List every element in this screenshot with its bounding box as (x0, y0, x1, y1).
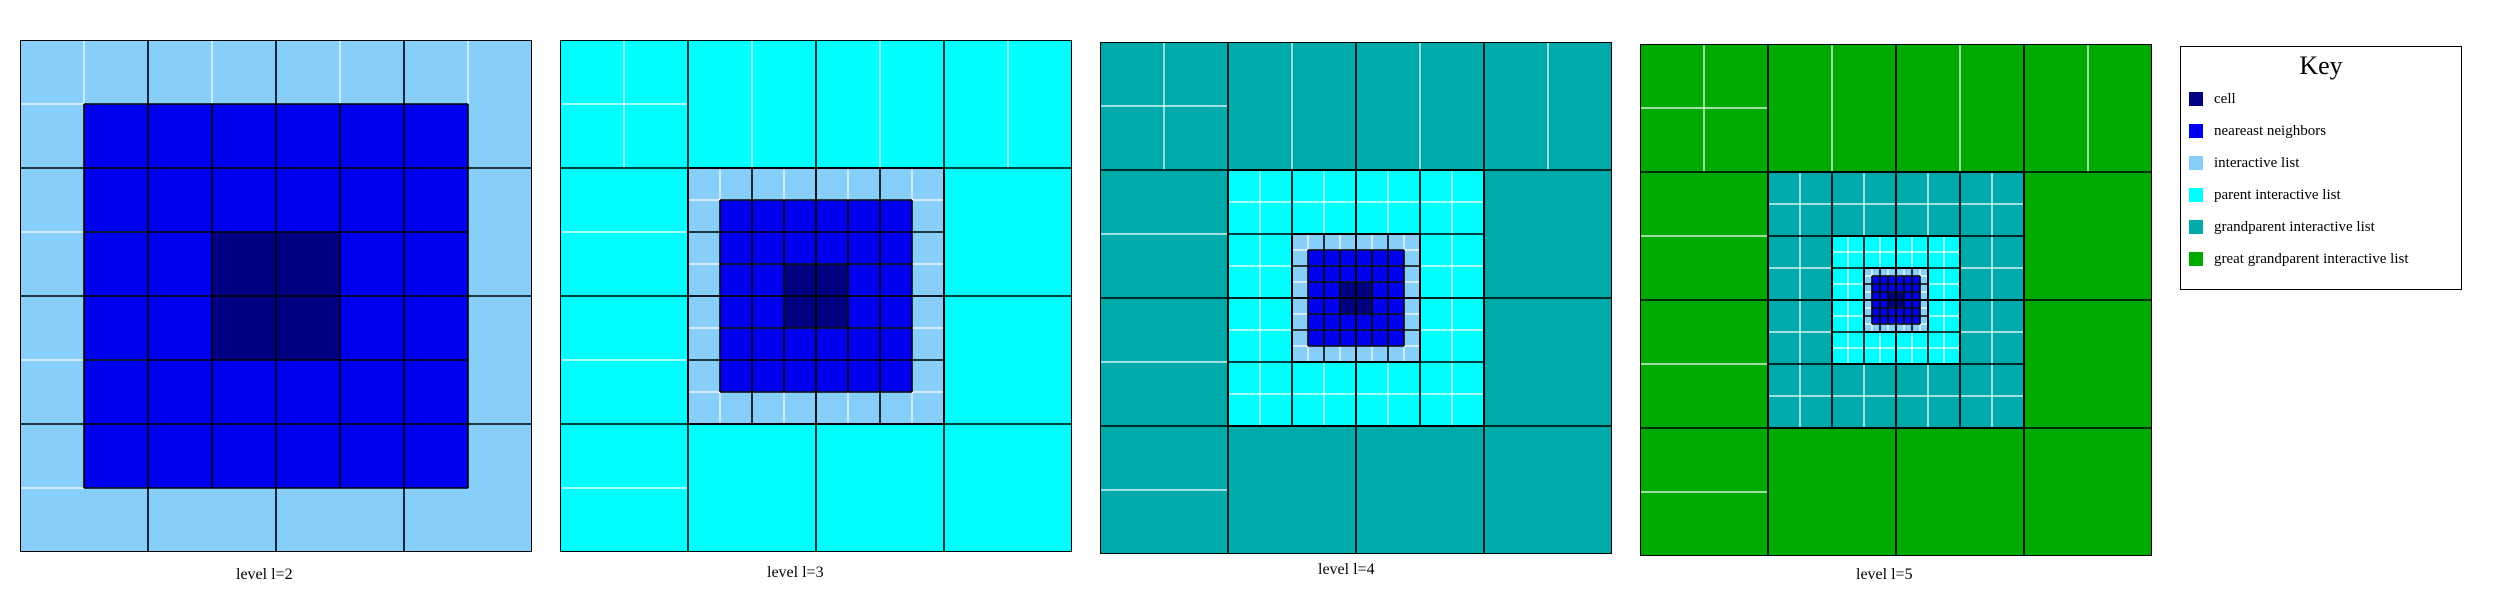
legend-item-cell: cell (2189, 89, 2236, 109)
legend-item-parent-interactive-list: parent interactive list (2189, 185, 2341, 205)
panel-level-3 (560, 40, 1072, 552)
quadtree-grid-level-4 (1100, 42, 1612, 554)
legend-label: cell (2214, 90, 2236, 107)
quadtree-grid-level-2 (20, 40, 532, 552)
caption-level-2: level l=2 (236, 566, 293, 583)
caption-level-4: level l=4 (1318, 561, 1375, 578)
legend-label: neareast neighbors (2214, 122, 2327, 139)
legend-swatch (2189, 156, 2203, 170)
legend-item-great-grandparent-interactive-list: great grandparent interactive list (2189, 249, 2409, 269)
quadtree-grid-level-5 (1640, 44, 2152, 556)
panel-level-5 (1640, 44, 2152, 556)
caption-level-3: level l=3 (767, 564, 824, 581)
legend-label: interactive list (2214, 154, 2300, 171)
legend-swatch (2189, 124, 2203, 138)
legend-swatch (2189, 188, 2203, 202)
legend-label: grandparent interactive list (2214, 218, 2375, 235)
legend-swatch (2189, 252, 2203, 266)
legend-label: great grandparent interactive list (2214, 250, 2409, 267)
legend-swatch (2189, 92, 2203, 106)
legend-item-grandparent-interactive-list: grandparent interactive list (2189, 217, 2375, 237)
panel-level-4 (1100, 42, 1612, 554)
legend-item-nearest-neighbors: neareast neighbors (2189, 121, 2326, 141)
legend-title: Key (2299, 51, 2343, 80)
legend-key: Key cell neareast neighbors interactive … (2180, 46, 2462, 290)
legend-item-interactive-list: interactive list (2189, 153, 2299, 173)
panel-level-2 (20, 40, 532, 552)
legend-swatch (2189, 220, 2203, 234)
legend-label: parent interactive list (2214, 186, 2341, 203)
caption-level-5: level l=5 (1856, 566, 1913, 583)
quadtree-grid-level-3 (560, 40, 1072, 552)
